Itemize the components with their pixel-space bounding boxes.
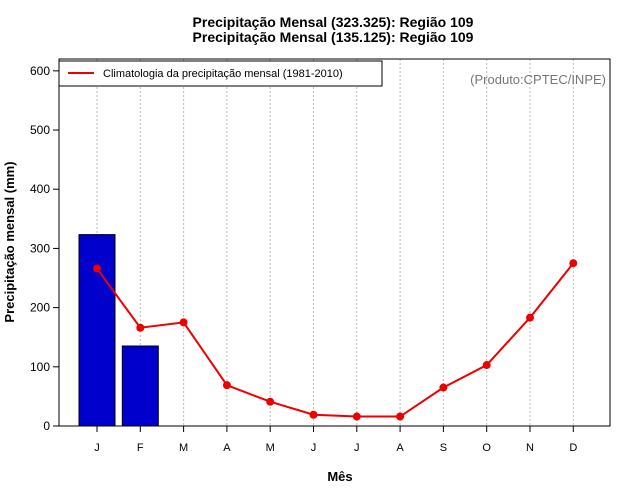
- x-tick-label-3: A: [223, 442, 231, 454]
- y-axis: 0 100 200 300 400 500 600: [30, 64, 60, 433]
- legend-label: Climatologia da precipitação mensal (198…: [103, 68, 343, 80]
- x-tick-label-4: M: [266, 442, 275, 454]
- x-tick-label-11: D: [569, 442, 577, 454]
- climatology-point-3: [222, 381, 231, 390]
- climatology-point-0: [93, 264, 101, 273]
- y-tick-label-300: 300: [30, 241, 50, 255]
- x-tick-label-8: S: [440, 442, 447, 454]
- climatology-point-10: [526, 313, 534, 322]
- legend: Climatologia da precipitação mensal (198…: [58, 60, 383, 87]
- climatology-point-9: [482, 361, 491, 370]
- climatology-point-6: [352, 412, 361, 421]
- x-tick-label-9: O: [482, 442, 491, 454]
- x-tick-label-6: J: [354, 442, 360, 454]
- climatology-line-series: [93, 259, 578, 421]
- x-tick-label-1: F: [137, 442, 144, 454]
- y-tick-label-100: 100: [30, 360, 50, 374]
- climatology-point-4: [266, 397, 275, 406]
- climatology-point-11: [569, 259, 578, 268]
- bar-series: [78, 234, 159, 427]
- y-tick-label-200: 200: [30, 301, 50, 315]
- climatology-point-1: [136, 323, 145, 332]
- climatology-point-5: [309, 410, 318, 419]
- x-tick-label-5: J: [311, 442, 317, 454]
- bar-f-1: [121, 345, 159, 427]
- credit-text: (Produto:CPTEC/INPE): [470, 72, 606, 87]
- y-tick-label-400: 400: [30, 182, 50, 196]
- y-axis-label: Precipitação mensal (mm): [2, 161, 17, 322]
- x-axis-label: Mês: [327, 469, 352, 484]
- chart-title-line-2: Precipitação Mensal (135.125): Região 10…: [193, 29, 474, 45]
- chart-title-line-1: Precipitação Mensal (323.325): Região 10…: [193, 14, 474, 30]
- bar-j-0: [78, 234, 116, 427]
- x-tick-label-7: A: [396, 442, 404, 454]
- y-tick-label-0: 0: [43, 419, 50, 433]
- climatology-point-7: [396, 412, 405, 421]
- climatology-point-8: [439, 383, 448, 392]
- climatology-line: [96, 262, 575, 418]
- x-tick-label-0: J: [94, 442, 100, 454]
- climatology-point-2: [179, 318, 188, 327]
- y-tick-label-600: 600: [30, 64, 50, 78]
- x-tick-label-10: N: [526, 442, 534, 454]
- x-tick-label-2: M: [179, 442, 188, 454]
- legend-box: [58, 60, 383, 87]
- y-tick-label-500: 500: [30, 123, 50, 137]
